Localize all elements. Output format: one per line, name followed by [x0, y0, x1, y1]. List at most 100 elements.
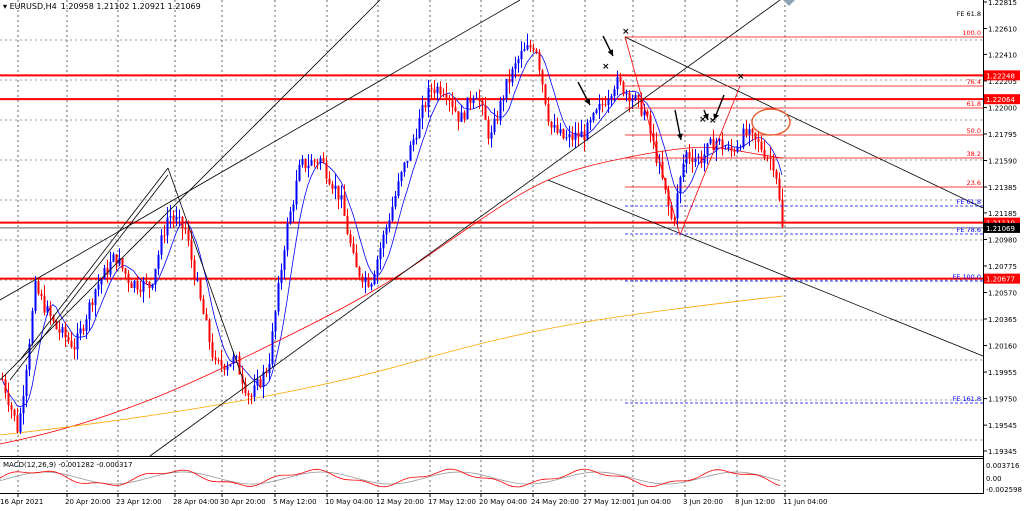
candle-body [367, 277, 370, 287]
candle-body [121, 258, 124, 269]
candle-body [559, 129, 562, 133]
candle-body [292, 204, 295, 212]
horizontal-levels [0, 74, 983, 280]
candle-body [388, 220, 391, 228]
price-tick-label: 1.20570 [988, 289, 1017, 297]
candle-body [250, 395, 253, 397]
price-box [984, 222, 1020, 233]
fib-expansion-label: FE 161.8 [952, 395, 981, 403]
candle-body [571, 134, 574, 140]
candle-body [358, 267, 361, 277]
candle-body [460, 112, 463, 122]
candle-body [373, 274, 376, 285]
candle-body [739, 147, 742, 149]
trend-line [9, 174, 169, 381]
candle-body [448, 97, 451, 101]
time-tick-label: 1 Jun 04:00 [631, 498, 671, 506]
candle-body [139, 289, 142, 292]
price-tick-label: 1.19750 [988, 396, 1017, 404]
candle-body [193, 259, 196, 281]
candle-body [253, 385, 256, 397]
candle-body [283, 250, 286, 270]
candle-body [331, 184, 334, 189]
price-tick-label: 1.19545 [988, 422, 1017, 430]
candle-body [406, 160, 409, 163]
candle-body [199, 279, 202, 299]
candle-body [580, 131, 583, 138]
candle-body [328, 178, 331, 185]
candle-body [31, 311, 34, 344]
candle-body [733, 150, 736, 152]
candle-body [544, 84, 547, 104]
candle-body [697, 156, 700, 159]
candle-body [400, 172, 403, 182]
candle-body [379, 248, 382, 260]
candle-body [370, 284, 373, 287]
candle-body [124, 268, 127, 274]
channel-drawings[interactable] [0, 0, 984, 457]
candle-body [700, 156, 703, 164]
candle-body [355, 252, 358, 268]
candle-body [607, 99, 610, 106]
candle-body [508, 78, 511, 83]
candle-body [589, 120, 592, 123]
cross-marker: × [602, 62, 610, 72]
price-tick-label: 1.22815 [988, 0, 1017, 7]
candle-body [442, 94, 445, 96]
candle-body [712, 138, 715, 150]
candle-body [160, 235, 163, 255]
candle-body [115, 254, 118, 265]
candle-body [280, 269, 283, 283]
candle-body [82, 328, 85, 331]
candle-body [334, 185, 337, 189]
time-axis: 16 Apr 2021 20 Apr 20:00 23 Apr 12:00 28 Ap… [0, 493, 827, 506]
candle-body [556, 125, 559, 133]
candle-body [652, 133, 655, 141]
candle-body [427, 87, 430, 108]
candle-body [562, 129, 565, 139]
candle-body [289, 211, 292, 224]
time-tick-label: 20 May 04:00 [479, 498, 527, 506]
candle-body [469, 97, 472, 104]
fib-expansion-label: FE 100.0 [952, 273, 981, 281]
candle-body [778, 178, 781, 200]
arrow-head [702, 113, 709, 120]
candle-body [688, 152, 691, 158]
candle-body [313, 160, 316, 162]
candle-body [274, 311, 277, 332]
candle-body [415, 137, 418, 140]
time-tick-label: 10 May 04:00 [325, 498, 373, 506]
candle-body [382, 234, 385, 249]
candle-body [472, 98, 475, 104]
candle-body [28, 343, 31, 370]
arrow-head [584, 98, 590, 105]
candle-body [217, 359, 220, 361]
candle-body [154, 268, 157, 285]
candle-body [211, 342, 214, 358]
candle-body [49, 305, 52, 317]
candle-body [622, 81, 625, 95]
chart-shift-icon[interactable] [783, 0, 795, 6]
candle-body [631, 99, 634, 102]
candle-body [691, 157, 694, 162]
candle-body [271, 331, 274, 364]
candle-body [10, 405, 13, 410]
candle-body [337, 185, 340, 200]
candle-body [478, 97, 481, 101]
macd-signal-line [0, 468, 781, 488]
candle-body [322, 158, 325, 163]
candle-body [673, 218, 676, 220]
fibonacci-drawings[interactable]: 100.0 76.4 61.8 50.0 38.2 23.6 FE 61.8 FE 61.8 F… [625, 10, 983, 404]
candle-body [376, 259, 379, 275]
candle-body [604, 104, 607, 106]
candle-body [178, 216, 181, 218]
time-tick-label: 30 Apr 20:00 [220, 498, 266, 506]
candle-body [316, 161, 319, 164]
candle-body [55, 321, 58, 330]
moving-averages [0, 51, 784, 445]
candle-body [643, 111, 646, 116]
price-box [984, 217, 1020, 228]
